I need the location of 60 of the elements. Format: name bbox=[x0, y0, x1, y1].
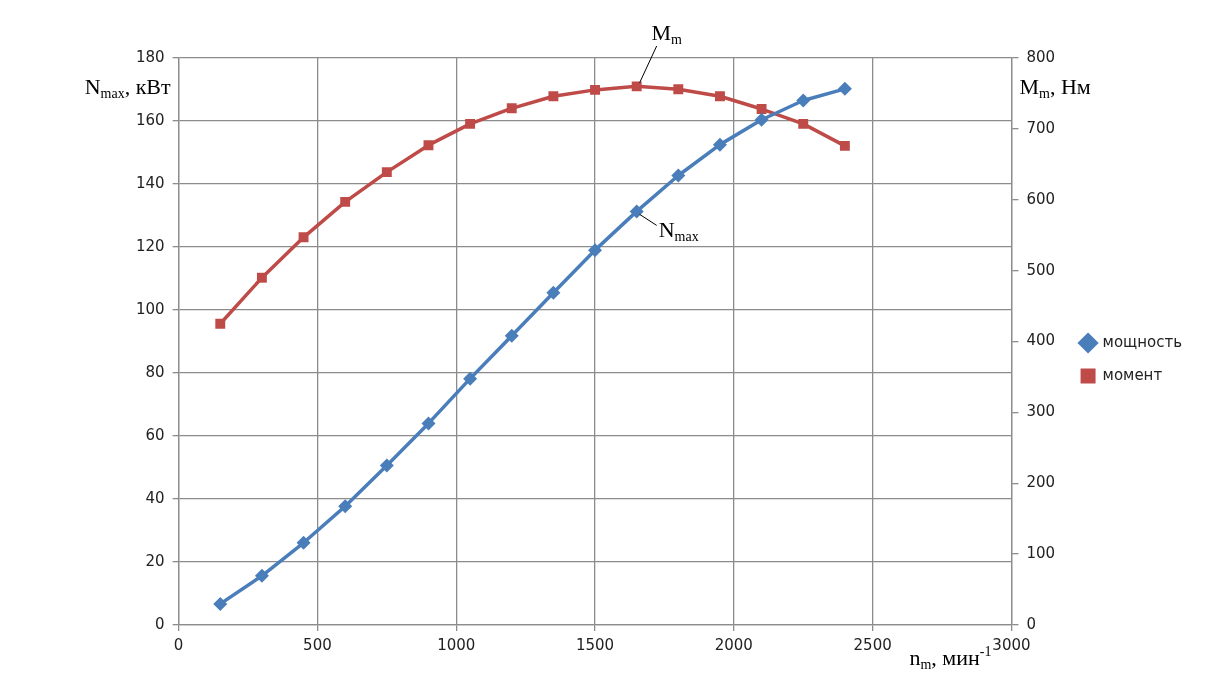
point bbox=[298, 232, 309, 243]
point bbox=[754, 112, 769, 127]
y-tick-label: 180 bbox=[135, 47, 165, 66]
y-tick-label: 120 bbox=[135, 236, 165, 255]
y2-tick-label: 600 bbox=[1026, 189, 1056, 208]
y-tick-label: 60 bbox=[145, 425, 165, 444]
y2-tick-label: 800 bbox=[1026, 47, 1056, 66]
x-tick-label: 0 bbox=[173, 635, 184, 654]
point bbox=[548, 91, 559, 102]
point bbox=[629, 204, 644, 219]
point bbox=[504, 328, 519, 343]
x-tick-label: 2000 bbox=[714, 635, 753, 654]
y2-tick-label: 0 bbox=[1026, 614, 1036, 633]
point bbox=[254, 568, 269, 583]
point bbox=[756, 104, 767, 114]
point bbox=[256, 272, 267, 283]
y-tick-label: 40 bbox=[145, 488, 165, 507]
y2-tick-label: 500 bbox=[1026, 260, 1056, 279]
y-tick-label: 140 bbox=[135, 173, 165, 192]
point bbox=[712, 137, 727, 152]
y2-tick-label: 700 bbox=[1026, 118, 1056, 137]
y-tick-label: 20 bbox=[145, 551, 165, 570]
point bbox=[213, 596, 228, 611]
point bbox=[463, 371, 478, 386]
x-tick-label: 1000 bbox=[437, 635, 476, 654]
point bbox=[340, 196, 351, 207]
y-tick-label: 0 bbox=[155, 614, 165, 633]
point bbox=[423, 140, 434, 151]
point bbox=[465, 118, 476, 129]
point bbox=[839, 140, 850, 151]
y2-tick-label: 400 bbox=[1026, 331, 1056, 350]
x-tick-label: 1500 bbox=[575, 635, 615, 654]
x-tick-label: 2500 bbox=[853, 635, 892, 654]
y-tick-label: 100 bbox=[135, 299, 165, 318]
y-tick-label: 160 bbox=[135, 110, 165, 129]
y2-tick-label: 300 bbox=[1026, 402, 1056, 421]
point bbox=[837, 81, 852, 96]
point bbox=[506, 103, 517, 114]
x-tick-label: 3000 bbox=[992, 635, 1031, 654]
point bbox=[671, 168, 686, 183]
point bbox=[673, 84, 684, 95]
y-tick-label: 80 bbox=[145, 362, 165, 381]
point bbox=[381, 167, 392, 178]
point bbox=[590, 84, 600, 95]
point bbox=[631, 81, 642, 92]
point bbox=[379, 458, 394, 473]
point bbox=[421, 416, 436, 431]
point bbox=[215, 318, 226, 329]
legend-label: мощность bbox=[1102, 332, 1183, 351]
x-tick-label: 500 bbox=[303, 635, 332, 654]
y2-tick-label: 200 bbox=[1026, 473, 1056, 492]
point bbox=[296, 535, 311, 550]
point bbox=[715, 91, 725, 102]
point bbox=[338, 499, 353, 514]
point bbox=[796, 93, 811, 108]
y2-tick-label: 100 bbox=[1026, 544, 1056, 563]
point bbox=[588, 243, 603, 258]
point bbox=[546, 285, 561, 300]
legend-label: момент bbox=[1102, 365, 1163, 384]
point bbox=[798, 118, 809, 129]
